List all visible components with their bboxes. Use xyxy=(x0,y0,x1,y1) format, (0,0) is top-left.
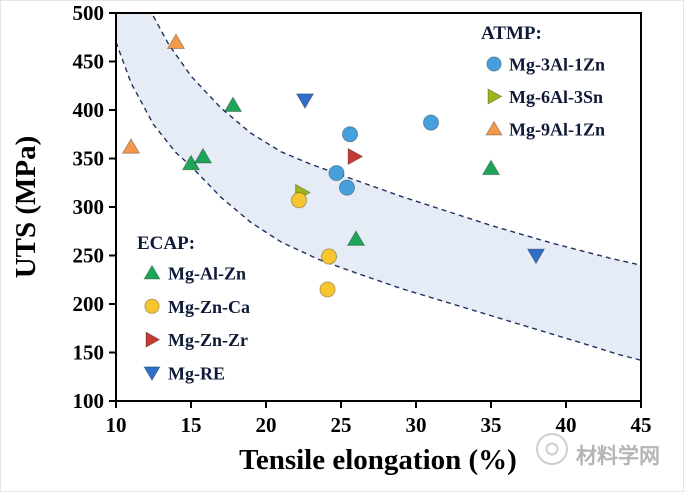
y-tick-label: 300 xyxy=(73,195,105,219)
legend-marker-icon xyxy=(486,56,502,72)
point-marker xyxy=(526,248,546,265)
series-Mg-Zn-Ca xyxy=(290,192,338,298)
point-marker xyxy=(347,147,364,166)
x-tick-label: 25 xyxy=(331,413,352,437)
plot-frame: 10 15 20 25 30 35 40 45 100 150 200 250 300 350 400 450… xyxy=(73,1,652,437)
point-marker xyxy=(481,159,501,176)
legend-item-label: Mg-3Al-1Zn xyxy=(509,55,605,75)
legend-item-Mg-RE: Mg-RE xyxy=(143,363,225,383)
legend-marker-icon xyxy=(143,366,161,382)
legends: ATMP: ECAP: Mg-3Al-1Zn Mg-6Al-3Sn Mg-9Al-1… xyxy=(137,23,605,383)
legend-marker-icon xyxy=(485,120,503,136)
y-tick-label: 350 xyxy=(73,147,105,171)
legend-item-Mg-3Al-1Zn: Mg-3Al-1Zn xyxy=(486,55,605,75)
legend-item-label: Mg-Zn-Zr xyxy=(168,330,248,350)
y-tick-label: 500 xyxy=(73,1,105,25)
watermark-logo-inner-icon xyxy=(545,442,559,456)
watermark-text: 材料学网 xyxy=(576,444,660,468)
x-tick-label: 15 xyxy=(181,413,202,437)
y-tick-label: 200 xyxy=(73,292,105,316)
legend-item-label: Mg-RE xyxy=(168,363,225,383)
legend-item-label: Mg-9Al-1Zn xyxy=(509,120,605,140)
point-marker xyxy=(166,33,186,49)
point-marker xyxy=(290,192,308,209)
series-Mg-3Al-1Zn xyxy=(328,114,440,196)
legend-item-Mg-Zn-Ca: Mg-Zn-Ca xyxy=(144,297,250,317)
legend-item-Mg-Al-Zn: Mg-Al-Zn xyxy=(143,264,246,284)
legend-item-Mg-9Al-1Zn: Mg-9Al-1Zn xyxy=(485,120,605,140)
series-Mg-RE xyxy=(295,93,546,265)
y-axis-title: UTS (MPa) xyxy=(10,136,42,279)
x-tick-label: 10 xyxy=(106,413,127,437)
band-upper-curve xyxy=(150,13,641,266)
band-lower-curve xyxy=(116,41,641,361)
y-tick-label: 450 xyxy=(73,50,105,74)
series-Mg-9Al-1Zn xyxy=(121,33,186,154)
legend-marker-icon xyxy=(143,264,161,280)
point-marker xyxy=(338,179,356,196)
band-fill xyxy=(116,13,641,361)
series-Mg-Zn-Zr xyxy=(347,147,364,166)
watermark: 材料学网 xyxy=(536,433,660,468)
y-tick-label: 400 xyxy=(73,98,105,122)
point-marker xyxy=(346,230,366,246)
point-marker xyxy=(319,281,336,298)
point-marker xyxy=(320,248,338,265)
legend-item-label: Mg-6Al-3Sn xyxy=(509,87,603,107)
x-tick-label: 20 xyxy=(256,413,277,437)
watermark-logo-icon xyxy=(536,433,568,465)
legend-item-Mg-6Al-3Sn: Mg-6Al-3Sn xyxy=(487,87,603,107)
point-marker xyxy=(223,96,243,113)
x-tick-label: 40 xyxy=(556,413,577,437)
y-tick-label: 250 xyxy=(73,244,105,268)
point-marker xyxy=(341,126,359,143)
point-marker xyxy=(422,114,440,131)
legend-item-label: Mg-Zn-Ca xyxy=(168,297,250,317)
y-tick-label: 100 xyxy=(73,389,105,413)
point-marker xyxy=(193,147,213,164)
legend-marker-icon xyxy=(487,88,503,105)
data-points xyxy=(121,33,546,298)
x-tick-label: 30 xyxy=(406,413,427,437)
point-marker xyxy=(328,164,345,182)
legend-marker-icon xyxy=(145,331,161,348)
point-marker xyxy=(121,137,141,154)
x-tick-label: 45 xyxy=(631,413,652,437)
x-tick-label: 35 xyxy=(481,413,502,437)
legend-marker-icon xyxy=(144,298,160,314)
legend-item-label: Mg-Al-Zn xyxy=(168,264,246,284)
series-Mg-Al-Zn xyxy=(181,96,501,246)
legend-item-Mg-Zn-Zr: Mg-Zn-Zr xyxy=(145,330,248,350)
legend-ecap-title: ECAP: xyxy=(137,233,195,254)
x-axis-title: Tensile elongation (%) xyxy=(239,444,517,476)
legend-atmp-title: ATMP: xyxy=(481,23,542,44)
y-tick-label: 150 xyxy=(73,341,105,365)
confidence-band xyxy=(116,13,641,361)
point-marker xyxy=(295,93,315,110)
